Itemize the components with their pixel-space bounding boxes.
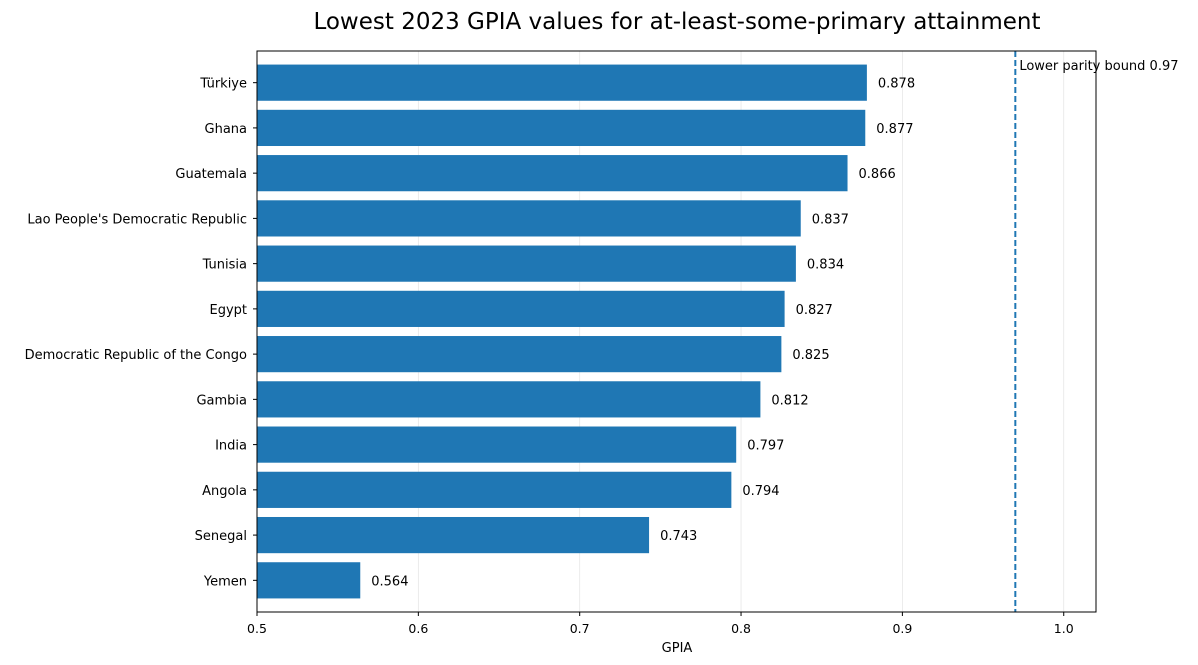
value-labels: 0.878 0.877 0.866 0.837 0.834 0.827 0.825 0.812… — [371, 77, 915, 590]
bar — [257, 516, 650, 554]
x-tick-label: 0.5 — [247, 621, 267, 636]
y-tick-label: Angola — [202, 484, 247, 499]
x-axis-ticks: 0.5 0.6 0.7 0.8 0.9 1.0 — [247, 612, 1074, 636]
bar-value-label: 0.878 — [878, 77, 915, 92]
y-tick-label: Egypt — [209, 303, 247, 318]
x-tick-label: 0.7 — [570, 621, 590, 636]
y-tick-label: Lao People's Democratic Republic — [27, 212, 247, 227]
bar — [257, 381, 761, 418]
reference-line-group: Lower parity bound 0.97 — [1014, 51, 1179, 612]
bar — [257, 562, 361, 599]
x-tick-label: 0.8 — [731, 621, 751, 636]
bar-value-label: 0.837 — [812, 212, 849, 227]
bar-value-label: 0.564 — [371, 574, 408, 589]
x-tick-label: 0.6 — [408, 621, 428, 636]
chart-title: Lowest 2023 GPIA values for at-least-som… — [313, 9, 1040, 35]
y-tick-label: Ghana — [205, 122, 248, 137]
bar-value-label: 0.834 — [807, 258, 844, 273]
y-tick-label: Gambia — [196, 393, 247, 408]
bar-value-label: 0.825 — [792, 348, 829, 363]
bar — [257, 155, 848, 192]
bar-value-label: 0.877 — [876, 122, 913, 137]
bar — [257, 200, 801, 237]
bar-value-label: 0.827 — [796, 303, 833, 318]
bar-value-label: 0.794 — [742, 484, 779, 499]
y-tick-label: Türkiye — [199, 77, 247, 92]
bar — [257, 426, 737, 463]
plot-frame — [256, 50, 1097, 613]
bar-value-label: 0.812 — [771, 393, 808, 408]
bar-value-label: 0.797 — [747, 439, 784, 454]
y-tick-label: Yemen — [203, 574, 247, 589]
bar — [257, 290, 785, 327]
y-tick-label: India — [215, 439, 247, 454]
bar-value-label: 0.743 — [660, 529, 697, 544]
bars — [257, 64, 867, 599]
x-tick-label: 0.9 — [892, 621, 912, 636]
x-axis-label: GPIA — [662, 641, 693, 656]
bar-value-label: 0.866 — [859, 167, 896, 182]
bar — [257, 471, 732, 508]
bar — [257, 64, 867, 101]
bar — [257, 245, 796, 282]
y-tick-label: Senegal — [195, 529, 247, 544]
y-axis-ticks: Türkiye Ghana Guatemala Lao People's Democr… — [25, 77, 257, 589]
bar — [257, 109, 866, 147]
y-tick-label: Guatemala — [175, 167, 247, 182]
y-tick-label: Democratic Republic of the Congo — [25, 348, 247, 363]
y-tick-label: Tunisia — [202, 258, 247, 273]
x-tick-label: 1.0 — [1054, 621, 1074, 636]
reference-line-label: Lower parity bound 0.97 — [1019, 59, 1178, 74]
bar — [257, 336, 782, 373]
